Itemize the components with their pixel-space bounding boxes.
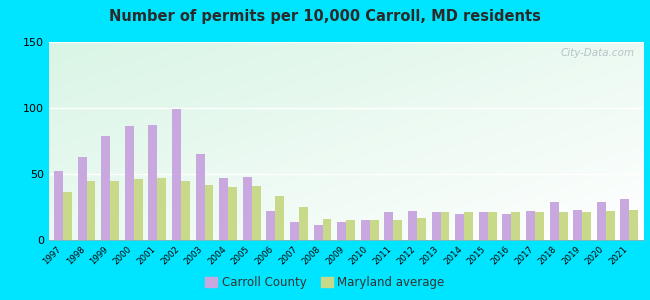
- Bar: [228, 187, 237, 240]
- Bar: [441, 212, 450, 240]
- Bar: [125, 127, 134, 240]
- Bar: [77, 157, 86, 240]
- Bar: [242, 177, 252, 240]
- Bar: [393, 220, 402, 240]
- Bar: [196, 154, 205, 240]
- Legend: Carroll County, Maryland average: Carroll County, Maryland average: [201, 272, 449, 294]
- Bar: [266, 211, 276, 240]
- Bar: [464, 212, 473, 240]
- Bar: [172, 109, 181, 240]
- Bar: [276, 196, 284, 240]
- Bar: [313, 226, 322, 240]
- Bar: [502, 214, 512, 240]
- Bar: [337, 221, 346, 240]
- Bar: [157, 178, 166, 240]
- Bar: [63, 193, 72, 240]
- Bar: [549, 202, 558, 240]
- Bar: [573, 210, 582, 240]
- Bar: [54, 171, 63, 240]
- Bar: [252, 186, 261, 240]
- Bar: [148, 125, 157, 240]
- Bar: [535, 212, 544, 240]
- Bar: [110, 181, 119, 240]
- Bar: [488, 212, 497, 240]
- Bar: [322, 219, 332, 240]
- Bar: [299, 207, 308, 240]
- Bar: [205, 184, 213, 240]
- Bar: [361, 220, 370, 240]
- Bar: [219, 178, 228, 240]
- Bar: [101, 136, 110, 240]
- Bar: [134, 179, 143, 240]
- Bar: [417, 218, 426, 240]
- Bar: [479, 212, 488, 240]
- Bar: [582, 212, 591, 240]
- Bar: [370, 220, 379, 240]
- Bar: [455, 214, 464, 240]
- Bar: [346, 220, 355, 240]
- Bar: [597, 202, 606, 240]
- Bar: [384, 212, 393, 240]
- Bar: [86, 181, 96, 240]
- Bar: [629, 210, 638, 240]
- Bar: [181, 181, 190, 240]
- Text: City-Data.com: City-Data.com: [560, 48, 634, 58]
- Bar: [606, 211, 615, 240]
- Bar: [558, 212, 567, 240]
- Bar: [432, 212, 441, 240]
- Bar: [526, 211, 535, 240]
- Bar: [408, 211, 417, 240]
- Bar: [290, 221, 299, 240]
- Bar: [512, 212, 520, 240]
- Text: Number of permits per 10,000 Carroll, MD residents: Number of permits per 10,000 Carroll, MD…: [109, 9, 541, 24]
- Bar: [620, 199, 629, 240]
